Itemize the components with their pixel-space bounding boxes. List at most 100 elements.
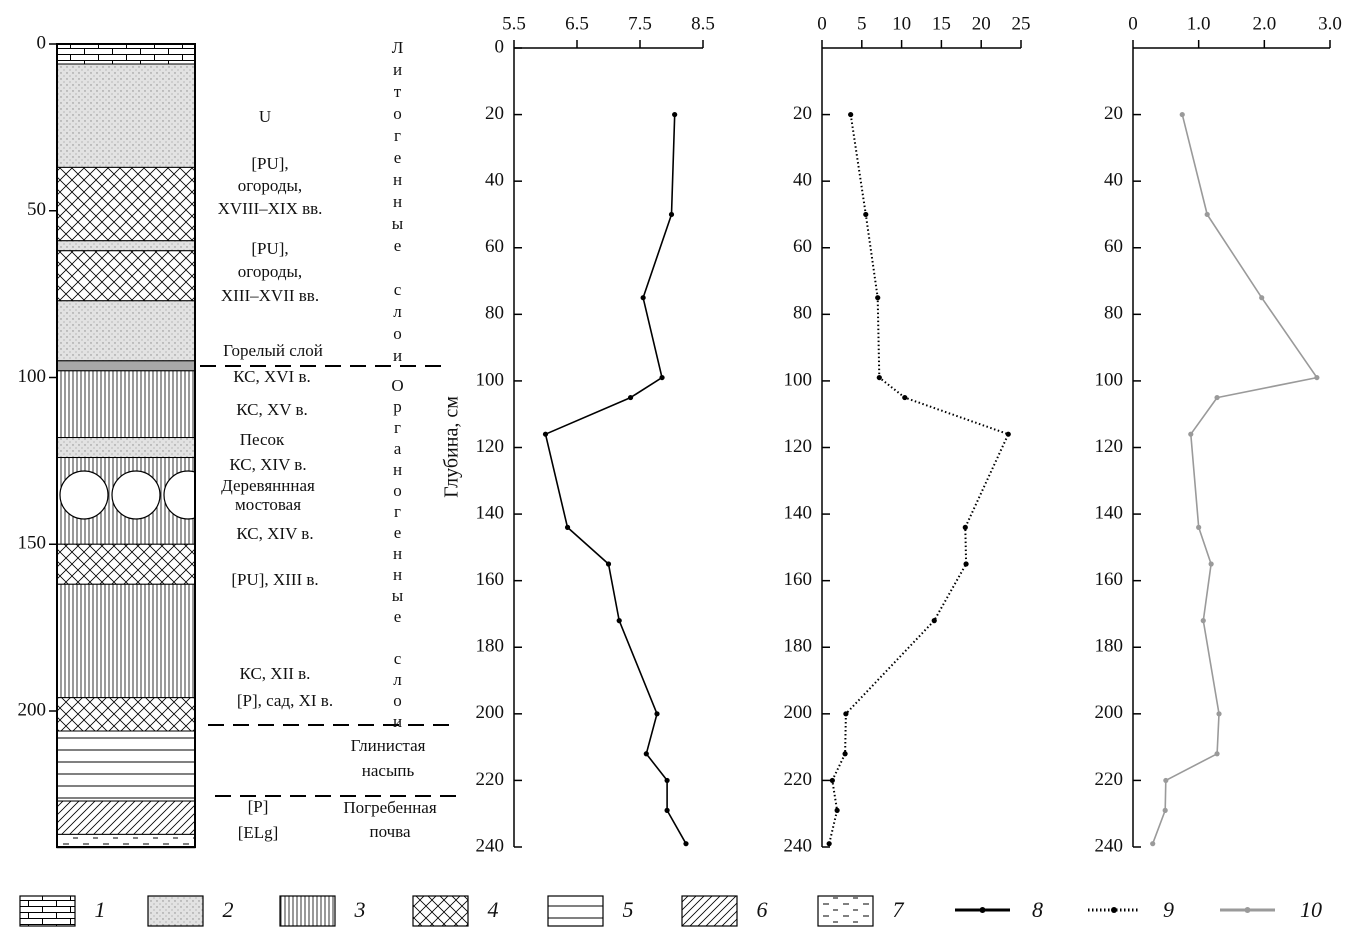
soil-layer bbox=[57, 834, 195, 847]
y-tick-label: 240 bbox=[784, 835, 813, 856]
x-tick-label: 5.5 bbox=[502, 13, 526, 34]
soil-layer bbox=[57, 361, 195, 371]
layer-label: КС, XVI в. bbox=[233, 367, 311, 386]
legend-swatch bbox=[148, 896, 203, 926]
x-tick-label: 7.5 bbox=[628, 13, 652, 34]
y-tick-label: 120 bbox=[784, 436, 813, 457]
profile-point bbox=[1201, 618, 1206, 623]
soil-layer bbox=[57, 731, 195, 801]
layer-label: мостовая bbox=[235, 495, 301, 514]
profile-point bbox=[683, 841, 688, 846]
soil-layer bbox=[57, 251, 195, 301]
y-tick-label: 220 bbox=[784, 769, 813, 790]
legend-label: 7 bbox=[893, 897, 905, 922]
profile-point bbox=[848, 112, 853, 117]
vertical-label: Литогенные слои bbox=[387, 38, 407, 368]
y-tick-label: 220 bbox=[476, 769, 505, 790]
y-tick-label: 200 bbox=[476, 702, 505, 723]
y-tick-label: 200 bbox=[784, 702, 813, 723]
profile-point bbox=[543, 432, 548, 437]
y-tick-label: 100 bbox=[1095, 369, 1124, 390]
profile-point bbox=[1188, 432, 1193, 437]
profile-point bbox=[863, 212, 868, 217]
layer-label: [PU], bbox=[251, 154, 288, 173]
y-tick-label: 180 bbox=[1095, 636, 1124, 657]
depth-tick-label: 200 bbox=[18, 699, 47, 720]
y-tick-label: 60 bbox=[485, 236, 504, 257]
layer-label: КС, XV в. bbox=[236, 400, 308, 419]
soil-layer bbox=[57, 438, 195, 458]
y-tick-label: 20 bbox=[1104, 103, 1123, 124]
legend-label: 4 bbox=[488, 897, 499, 922]
profile-point bbox=[672, 112, 677, 117]
profile-point bbox=[1216, 711, 1221, 716]
profile-point bbox=[1214, 395, 1219, 400]
x-tick-label: 8.5 bbox=[691, 13, 715, 34]
profile-point bbox=[835, 808, 840, 813]
y-tick-label: 60 bbox=[793, 236, 812, 257]
legend-label: 5 bbox=[623, 897, 634, 922]
profile-point bbox=[875, 295, 880, 300]
y-tick-label: 100 bbox=[784, 369, 813, 390]
soil-layer bbox=[57, 167, 195, 240]
legend-label: 8 bbox=[1032, 897, 1043, 922]
legend-label: 10 bbox=[1300, 897, 1322, 922]
profile-point bbox=[932, 618, 937, 623]
legend-swatch bbox=[280, 896, 335, 926]
profile-point bbox=[1214, 751, 1219, 756]
y-tick-label: 180 bbox=[784, 636, 813, 657]
layer-label: огороды, bbox=[238, 262, 302, 281]
soil-layer bbox=[57, 44, 195, 64]
layer-label: Горелый слой bbox=[223, 341, 323, 360]
soil-layer bbox=[57, 584, 195, 697]
profile-point bbox=[1150, 841, 1155, 846]
x-tick-label: 6.5 bbox=[565, 13, 589, 34]
y-tick-label: 40 bbox=[485, 170, 504, 191]
profile-point bbox=[842, 751, 847, 756]
log bbox=[112, 471, 160, 519]
legend-swatch bbox=[548, 896, 603, 926]
profile-point bbox=[1205, 212, 1210, 217]
y-tick-label: 220 bbox=[1095, 769, 1124, 790]
y-tick-label: 200 bbox=[1095, 702, 1124, 723]
legend-swatch bbox=[818, 896, 873, 926]
depth-tick-label: 150 bbox=[18, 533, 47, 554]
layer-label: Глинистая bbox=[351, 736, 426, 755]
x-tick-label: 5 bbox=[857, 13, 867, 34]
profile-point bbox=[963, 561, 968, 566]
profile-point bbox=[1209, 561, 1214, 566]
layer-label: [PU], bbox=[251, 239, 288, 258]
profile-line bbox=[1153, 115, 1317, 844]
y-tick-label: 160 bbox=[476, 569, 505, 590]
y-axis-label: Глубина, см bbox=[441, 396, 463, 498]
legend-label: 9 bbox=[1163, 897, 1174, 922]
layer-label: [ELg] bbox=[238, 823, 279, 842]
x-tick-label: 1.0 bbox=[1187, 13, 1211, 34]
profile-point bbox=[1196, 525, 1201, 530]
layer-label: Деревяннная bbox=[221, 476, 315, 495]
y-tick-label: 60 bbox=[1104, 236, 1123, 257]
profile-point bbox=[827, 841, 832, 846]
soil-layer bbox=[57, 801, 195, 834]
legend-swatch bbox=[413, 896, 468, 926]
profile-point bbox=[902, 395, 907, 400]
layer-label: КС, XIV в. bbox=[236, 524, 313, 543]
legend-marker bbox=[1245, 907, 1251, 913]
legend-label: 3 bbox=[354, 897, 366, 922]
layer-label: КС, XIV в. bbox=[229, 455, 306, 474]
log bbox=[164, 471, 212, 519]
layer-label: [PU], XIII в. bbox=[231, 570, 318, 589]
x-tick-label: 3.0 bbox=[1318, 13, 1342, 34]
y-tick-label: 80 bbox=[485, 303, 504, 324]
x-tick-label: 0 bbox=[1128, 13, 1138, 34]
legend-label: 1 bbox=[95, 897, 106, 922]
soil-column bbox=[57, 44, 195, 848]
legend-label: 2 bbox=[223, 897, 234, 922]
profile-point bbox=[1180, 112, 1185, 117]
y-tick-label: 120 bbox=[1095, 436, 1124, 457]
profile-point bbox=[963, 525, 968, 530]
soil-layer bbox=[57, 241, 195, 251]
y-tick-label: 240 bbox=[1095, 835, 1124, 856]
page: 050100150200U[PU],огороды,XVIII–XIX вв.[… bbox=[0, 0, 1348, 929]
legend-marker bbox=[1111, 907, 1117, 913]
